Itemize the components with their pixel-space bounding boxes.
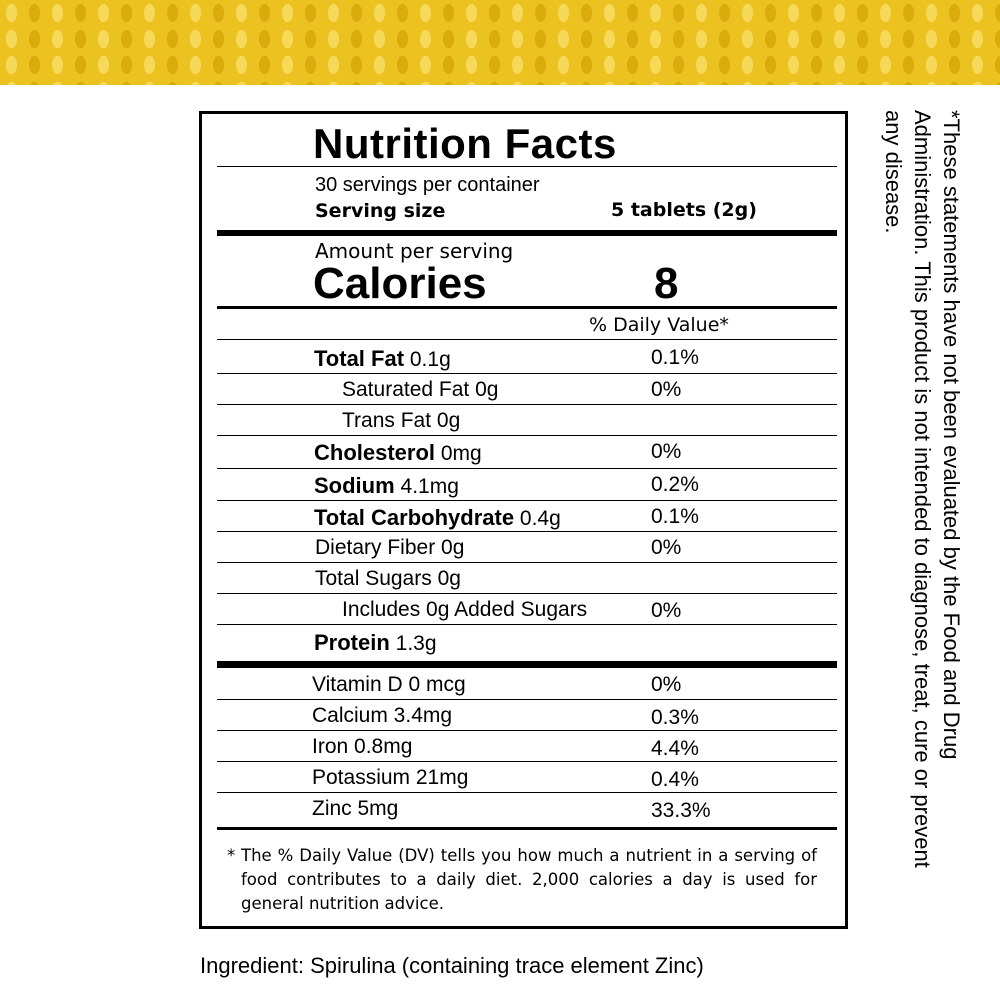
vitamin-dv: 0.3%: [651, 706, 699, 729]
vitamin-row-calcium: Calcium 3.4mg 0.3%: [217, 700, 837, 730]
nutrient-name: Total Fat 0.1g: [314, 346, 451, 371]
vitamin-dv: 33.3%: [651, 799, 711, 822]
vitamin-dv: 0.4%: [651, 768, 699, 791]
footnote-star: *: [227, 846, 236, 865]
nutrient-row-saturated-fat: Saturated Fat 0g 0%: [217, 374, 837, 404]
divider: [217, 531, 837, 532]
vitamin-row-zinc: Zinc 5mg 33.3%: [217, 793, 837, 823]
nutrient-row-trans-fat: Trans Fat 0g: [217, 405, 837, 435]
divider: [217, 761, 837, 762]
divider: [217, 500, 837, 501]
nutrient-dv: 0.1%: [651, 346, 699, 369]
vitamin-row-vitamin-d: Vitamin D 0 mcg 0%: [217, 669, 837, 699]
vitamin-dv: 0%: [651, 673, 682, 696]
nutrient-row-total-carbohydrate: Total Carbohydrate 0.4g 0.1%: [217, 501, 837, 531]
nutrient-row-added-sugars: Includes 0g Added Sugars 0%: [217, 594, 837, 624]
vitamin-name: Zinc 5mg: [312, 797, 399, 820]
nutrient-row-total-fat: Total Fat 0.1g 0.1%: [217, 342, 837, 372]
divider: [217, 624, 837, 625]
nutrient-dv: 0%: [651, 599, 682, 622]
medium-divider: [217, 827, 837, 830]
divider: [217, 593, 837, 594]
vitamin-name: Vitamin D 0 mcg: [312, 673, 466, 696]
nutrient-row-total-sugars: Total Sugars 0g: [217, 563, 837, 593]
nutrient-name: Cholesterol 0mg: [314, 440, 482, 465]
divider: [217, 468, 837, 469]
footnote-text: The % Daily Value (DV) tells you how muc…: [241, 846, 817, 913]
vitamin-name: Iron 0.8mg: [312, 735, 413, 758]
label-title: Nutrition Facts: [313, 120, 617, 167]
vitamin-row-iron: Iron 0.8mg 4.4%: [217, 731, 837, 761]
thick-divider: [217, 661, 837, 668]
vitamin-row-potassium: Potassium 21mg 0.4%: [217, 762, 837, 792]
fda-disclaimer-text: *These statements have not been evaluate…: [881, 110, 964, 868]
servings-per-container: 30 servings per container: [315, 174, 540, 196]
nutrient-dv: 0.2%: [651, 473, 699, 496]
nutrient-row-dietary-fiber: Dietary Fiber 0g 0%: [217, 532, 837, 562]
nutrient-name: Sodium 4.1mg: [314, 473, 459, 498]
nutrient-name: Total Sugars 0g: [315, 567, 461, 590]
nutrient-dv: 0%: [651, 440, 682, 463]
vitamin-name: Potassium 21mg: [312, 766, 469, 789]
divider: [217, 562, 837, 563]
vitamin-dv: 4.4%: [651, 737, 699, 760]
daily-value-footnote: * The % Daily Value (DV) tells you how m…: [227, 844, 817, 916]
amount-per-serving: Amount per serving: [315, 239, 514, 263]
nutrient-dv: 0.1%: [651, 505, 699, 528]
divider: [217, 404, 837, 405]
calories-value: 8: [654, 259, 679, 308]
nutrient-dv: 0%: [651, 536, 682, 559]
divider: [217, 339, 837, 340]
fda-disclaimer: *These statements have not been evaluate…: [876, 110, 966, 870]
nutrient-row-cholesterol: Cholesterol 0mg 0%: [217, 436, 837, 466]
nutrient-name: Trans Fat 0g: [342, 409, 461, 432]
divider: [217, 373, 837, 374]
nutrient-name: Total Carbohydrate 0.4g: [314, 505, 561, 530]
serving-size-label: Serving size: [315, 200, 446, 222]
serving-size-value: 5 tablets (2g): [611, 199, 757, 221]
ingredient-statement: Ingredient: Spirulina (containing trace …: [200, 953, 704, 978]
divider: [217, 730, 837, 731]
nutrient-dv: 0%: [651, 378, 682, 401]
nutrient-row-protein: Protein 1.3g: [217, 626, 837, 656]
medium-divider: [217, 306, 837, 309]
nutrition-facts-label: Nutrition Facts 30 servings per containe…: [199, 111, 848, 929]
divider: [217, 699, 837, 700]
divider: [217, 435, 837, 436]
thick-divider: [217, 230, 837, 236]
calories-label: Calories: [313, 259, 487, 308]
nutrient-name: Dietary Fiber 0g: [315, 536, 465, 559]
nutrient-name: Protein 1.3g: [314, 630, 437, 655]
nutrient-row-sodium: Sodium 4.1mg 0.2%: [217, 469, 837, 499]
nutrient-name: Saturated Fat 0g: [342, 378, 499, 401]
divider: [217, 792, 837, 793]
daily-value-header: % Daily Value*: [589, 314, 729, 336]
vitamin-name: Calcium 3.4mg: [312, 704, 453, 727]
divider: [217, 166, 837, 167]
nutrient-name: Includes 0g Added Sugars: [342, 598, 588, 621]
decorative-banner: [0, 0, 1000, 85]
